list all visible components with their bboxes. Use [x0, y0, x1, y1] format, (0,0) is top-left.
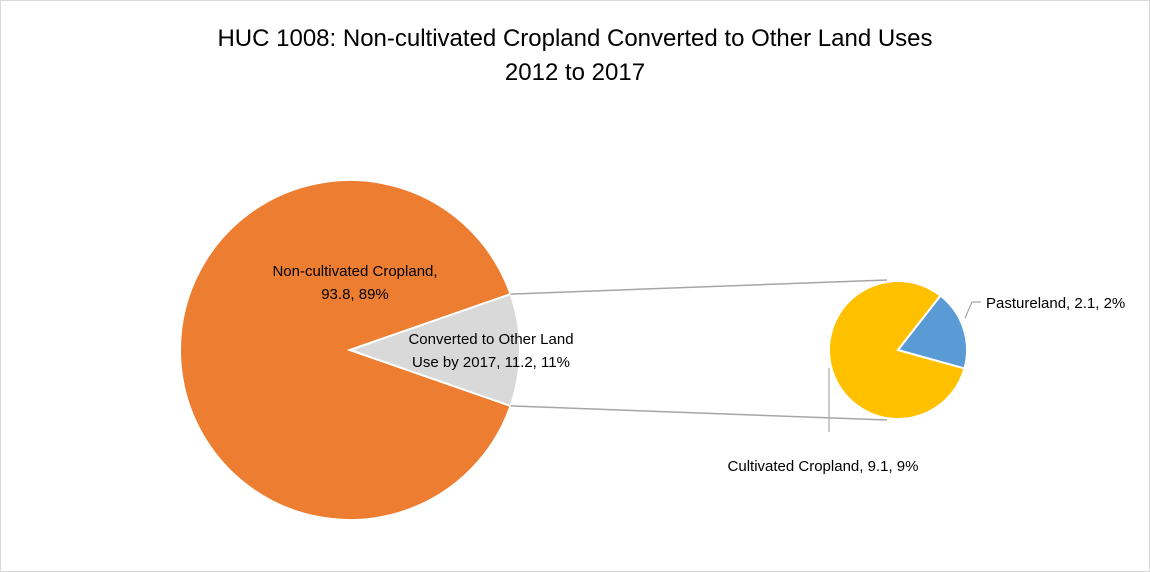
slice-label-converted-line2: Use by 2017, 11.2, 11% — [412, 354, 570, 371]
slice-label-pastureland: Pastureland, 2.1, 2% — [986, 295, 1125, 312]
secondary-pie — [828, 280, 968, 421]
connector-line-bottom — [510, 405, 888, 421]
chart-title: HUC 1008: Non-cultivated Cropland Conver… — [217, 25, 933, 52]
main-pie — [178, 179, 521, 521]
slice-label-non-cultivated-line1: Non-cultivated Cropland, — [272, 263, 437, 280]
slice-non-cultivated-cropland — [178, 179, 512, 521]
slice-label-converted-line1: Converted to Other Land — [408, 331, 573, 348]
connector-line-top — [510, 279, 888, 295]
leader-lines — [828, 301, 981, 432]
leader-line-pastureland — [964, 301, 981, 319]
slice-pastureland — [896, 294, 968, 370]
connector-lines — [510, 279, 888, 421]
slice-converted-to-other-land-use-by-2017 — [346, 292, 521, 408]
chart-subtitle: 2012 to 2017 — [504, 59, 646, 86]
slice-label-cultivated-cropland: Cultivated Cropland, 9.1, 9% — [728, 458, 919, 475]
slice-label-non-cultivated-line2: 93.8, 89% — [321, 286, 389, 303]
chart-title-block: HUC 1008: Non-cultivated Cropland Conver… — [0, 22, 1150, 90]
